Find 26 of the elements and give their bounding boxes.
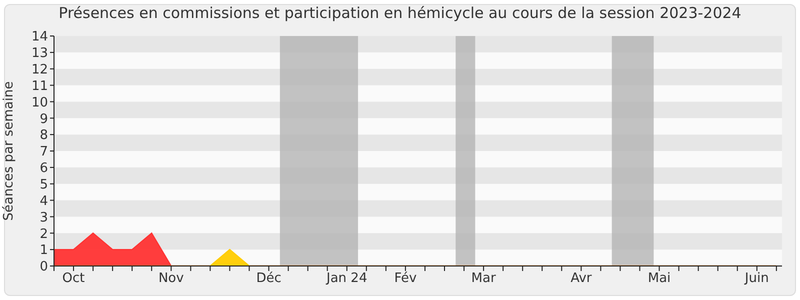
x-tick-label: Juin: [744, 271, 769, 286]
x-tick-label: Mai: [648, 271, 671, 286]
x-tick-label: Fév: [394, 271, 417, 286]
x-tick-label: Jan 24: [326, 271, 368, 286]
y-tick-label: 5: [40, 177, 48, 192]
y-tick-label: 4: [40, 194, 48, 209]
y-tick-label: 1: [40, 243, 48, 258]
y-tick-label: 0: [40, 260, 48, 275]
y-axis-title: Séances par semaine: [2, 81, 17, 221]
y-tick-label: 12: [31, 62, 48, 78]
y-tick-label: 7: [40, 144, 48, 160]
y-tick-label: 3: [40, 210, 48, 226]
y-tick-label: 8: [40, 128, 48, 144]
y-tick-label: 13: [31, 46, 48, 62]
y-tick-label: 11: [31, 78, 48, 94]
y-tick-label: 9: [40, 112, 48, 127]
y-tick-label: 6: [40, 161, 48, 176]
x-tick-label: Déc: [256, 271, 282, 286]
y-tick-label: 2: [40, 226, 48, 242]
y-tick-label: 14: [31, 30, 48, 45]
x-tick-label: Mar: [471, 271, 496, 286]
chart-title: Présences en commissions et participation en hémicycle au cours de la session 2023-2024: [58, 4, 742, 22]
x-tick-label: Avr: [570, 271, 592, 286]
x-tick-label: Oct: [62, 271, 85, 286]
y-tick-label: 10: [31, 95, 48, 110]
x-tick-label: Nov: [158, 271, 184, 286]
